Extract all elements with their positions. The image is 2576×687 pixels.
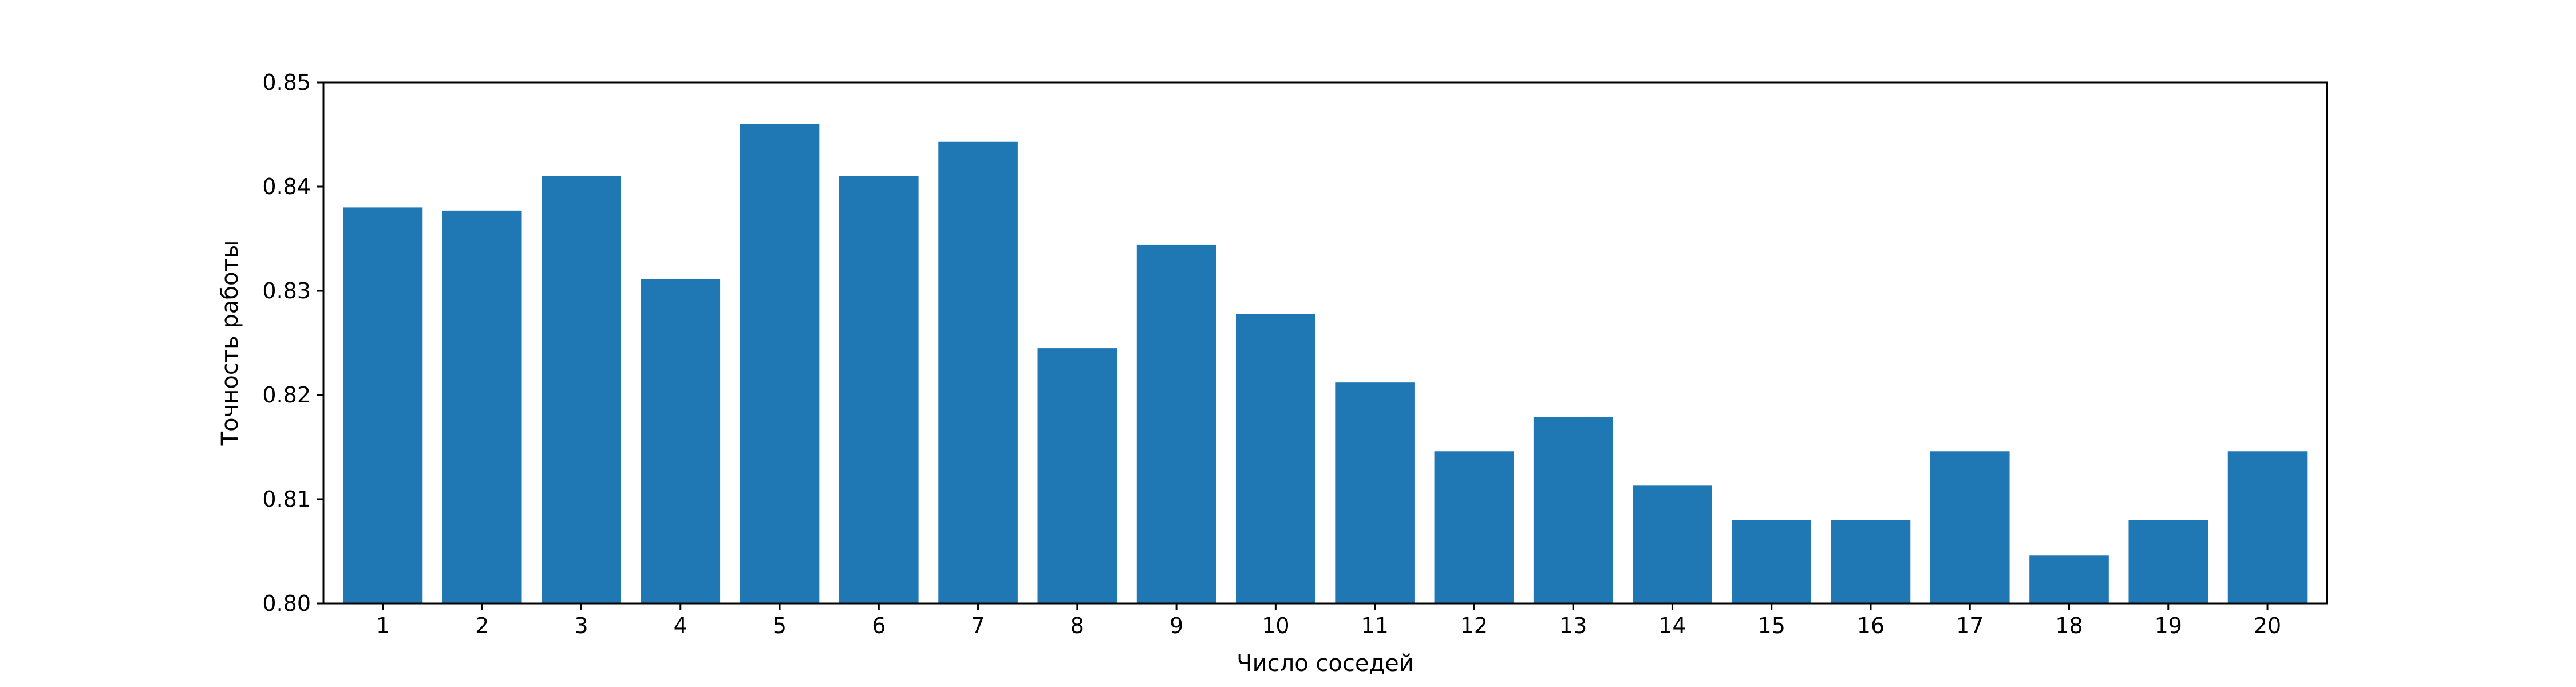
x-tick-label: 4 [674, 613, 688, 638]
bar-16 [1831, 520, 1911, 603]
y-tick-label: 0.80 [262, 591, 311, 616]
bar-19 [2128, 520, 2208, 603]
x-tick-label: 14 [1658, 613, 1686, 638]
x-tick-label: 20 [2254, 613, 2281, 638]
y-tick-label: 0.82 [262, 382, 311, 408]
bar-11 [1335, 382, 1415, 603]
x-axis: 1 2 3 4 5 6 7 8 9 10 11 12 13 14 15 16 17 18 19 20 [376, 603, 2281, 638]
bar-1 [343, 207, 423, 603]
x-tick-label: 11 [1361, 613, 1388, 638]
x-axis-label: Число соседей [1236, 650, 1414, 677]
x-tick-label: 5 [773, 613, 787, 638]
y-tick-label: 0.85 [262, 70, 311, 95]
x-tick-label: 17 [1956, 613, 1984, 638]
x-tick-label: 7 [971, 613, 985, 638]
plot-frame [322, 81, 2328, 605]
x-tick-label: 19 [2155, 613, 2182, 638]
bar-5 [740, 124, 820, 604]
bar-15 [1732, 520, 1812, 603]
x-tick-label: 13 [1559, 613, 1587, 638]
bar-20 [2227, 451, 2308, 603]
x-tick-label: 10 [1262, 613, 1289, 638]
bar-13 [1533, 417, 1613, 603]
x-tick-label: 15 [1758, 613, 1785, 638]
x-tick-label: 6 [872, 613, 886, 638]
x-tick-label: 8 [1070, 613, 1084, 638]
y-tick-label: 0.84 [262, 174, 311, 199]
bar-17 [1930, 451, 2010, 603]
bar-12 [1434, 451, 1514, 603]
y-axis-label: Точность работы [217, 240, 243, 447]
x-tick-label: 12 [1460, 613, 1488, 638]
bar-6 [839, 176, 919, 603]
x-tick-label: 3 [574, 613, 588, 638]
bar-8 [1037, 348, 1117, 603]
x-tick-label: 18 [2055, 613, 2083, 638]
bar-2 [442, 210, 522, 603]
bar-3 [542, 176, 621, 603]
bar-7 [938, 141, 1018, 604]
y-axis: 0.80 0.81 0.82 0.83 0.84 0.85 [262, 70, 323, 616]
bar-9 [1136, 244, 1216, 603]
x-tick-label: 2 [475, 613, 489, 638]
bars-group [343, 124, 2308, 604]
bar-4 [641, 279, 721, 604]
x-tick-label: 16 [1857, 613, 1884, 638]
bar-14 [1633, 485, 1712, 603]
y-tick-label: 0.81 [262, 487, 311, 512]
bar-10 [1236, 314, 1315, 603]
x-tick-label: 1 [376, 613, 390, 638]
x-tick-label: 9 [1170, 613, 1183, 638]
bar-18 [2029, 555, 2109, 603]
y-tick-label: 0.83 [262, 278, 311, 303]
